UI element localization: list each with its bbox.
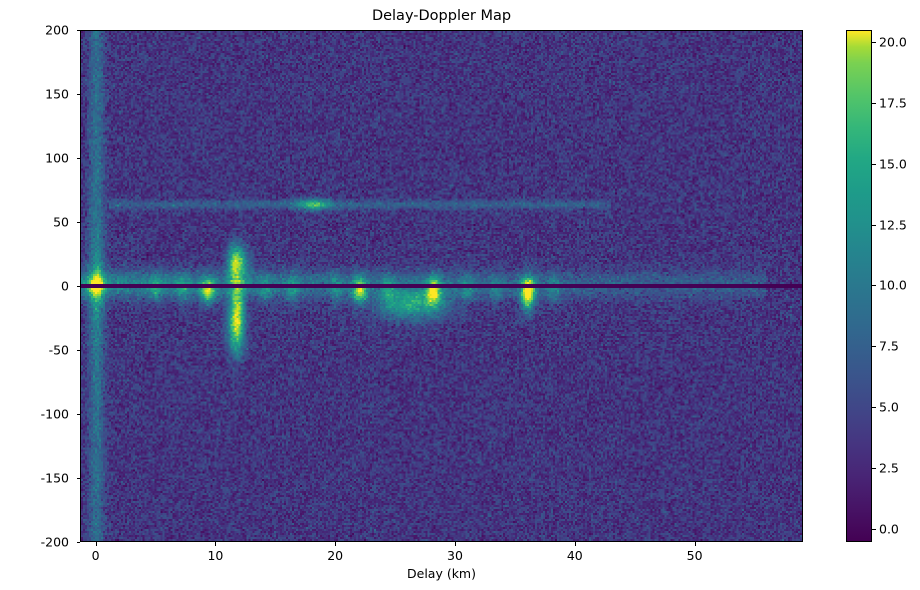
colorbar-tick-mark [872,41,876,43]
xtick-label: 0 [91,548,100,563]
colorbar-tick-label: 10.0 [879,277,907,293]
colorbar-tick-label: 0.0 [879,521,899,537]
y-axis-label-wrapper: Doppler (Hz) [16,30,46,542]
ytick-label: 150 [45,86,69,102]
heatmap-plot-area [80,30,803,542]
xtick-mark [335,542,337,546]
colorbar-tick-mark [872,529,876,531]
ytick-mark [76,158,80,160]
xtick-label: 20 [327,548,344,563]
xtick-mark [574,542,576,546]
colorbar-tick-mark [872,163,876,165]
colorbar-tick-mark [872,346,876,348]
ytick-label: -50 [48,342,69,358]
xtick-label: 40 [566,548,583,563]
delay-doppler-heatmap [81,31,802,541]
ytick-mark [76,478,80,480]
colorbar-tick-label: 12.5 [879,217,907,232]
xtick-label: 50 [686,548,703,563]
colorbar [846,30,872,542]
ytick-mark [76,94,80,96]
ytick-mark [76,414,80,416]
xtick-mark [694,542,696,546]
xtick-label: 10 [207,548,224,563]
page-title: Delay-Doppler Map [371,8,512,24]
colorbar-tick-mark [872,102,876,104]
colorbar-tick-mark [872,224,876,226]
ytick-mark [76,222,80,224]
ytick-label: -100 [40,406,69,422]
colorbar-gradient [847,31,871,541]
ytick-mark [76,542,80,544]
colorbar-tick-label: 7.5 [879,338,899,354]
ytick-label: 0 [61,278,69,294]
colorbar-tick-label: 20.0 [879,34,907,50]
colorbar-tick-mark [872,407,876,409]
xtick-mark [215,542,217,546]
colorbar-tick-label: 2.5 [879,460,899,476]
ytick-mark [76,350,80,352]
colorbar-tick-label: 5.0 [879,399,899,415]
ytick-label: -150 [40,470,69,486]
ytick-mark [76,30,80,32]
x-axis-label: Delay (km) [407,566,476,581]
xtick-mark [95,542,97,546]
colorbar-tick-label: 17.5 [879,95,907,111]
ytick-label: 100 [45,150,69,166]
xtick-label: 30 [447,548,463,563]
xtick-mark [455,542,457,546]
colorbar-tick-label: 15.0 [879,156,907,172]
colorbar-tick-mark [872,285,876,287]
ytick-label: 200 [45,22,69,38]
colorbar-tick-mark [872,468,876,470]
ytick-label: -200 [40,534,69,550]
ytick-mark [76,286,80,288]
ytick-label: 50 [53,214,69,230]
